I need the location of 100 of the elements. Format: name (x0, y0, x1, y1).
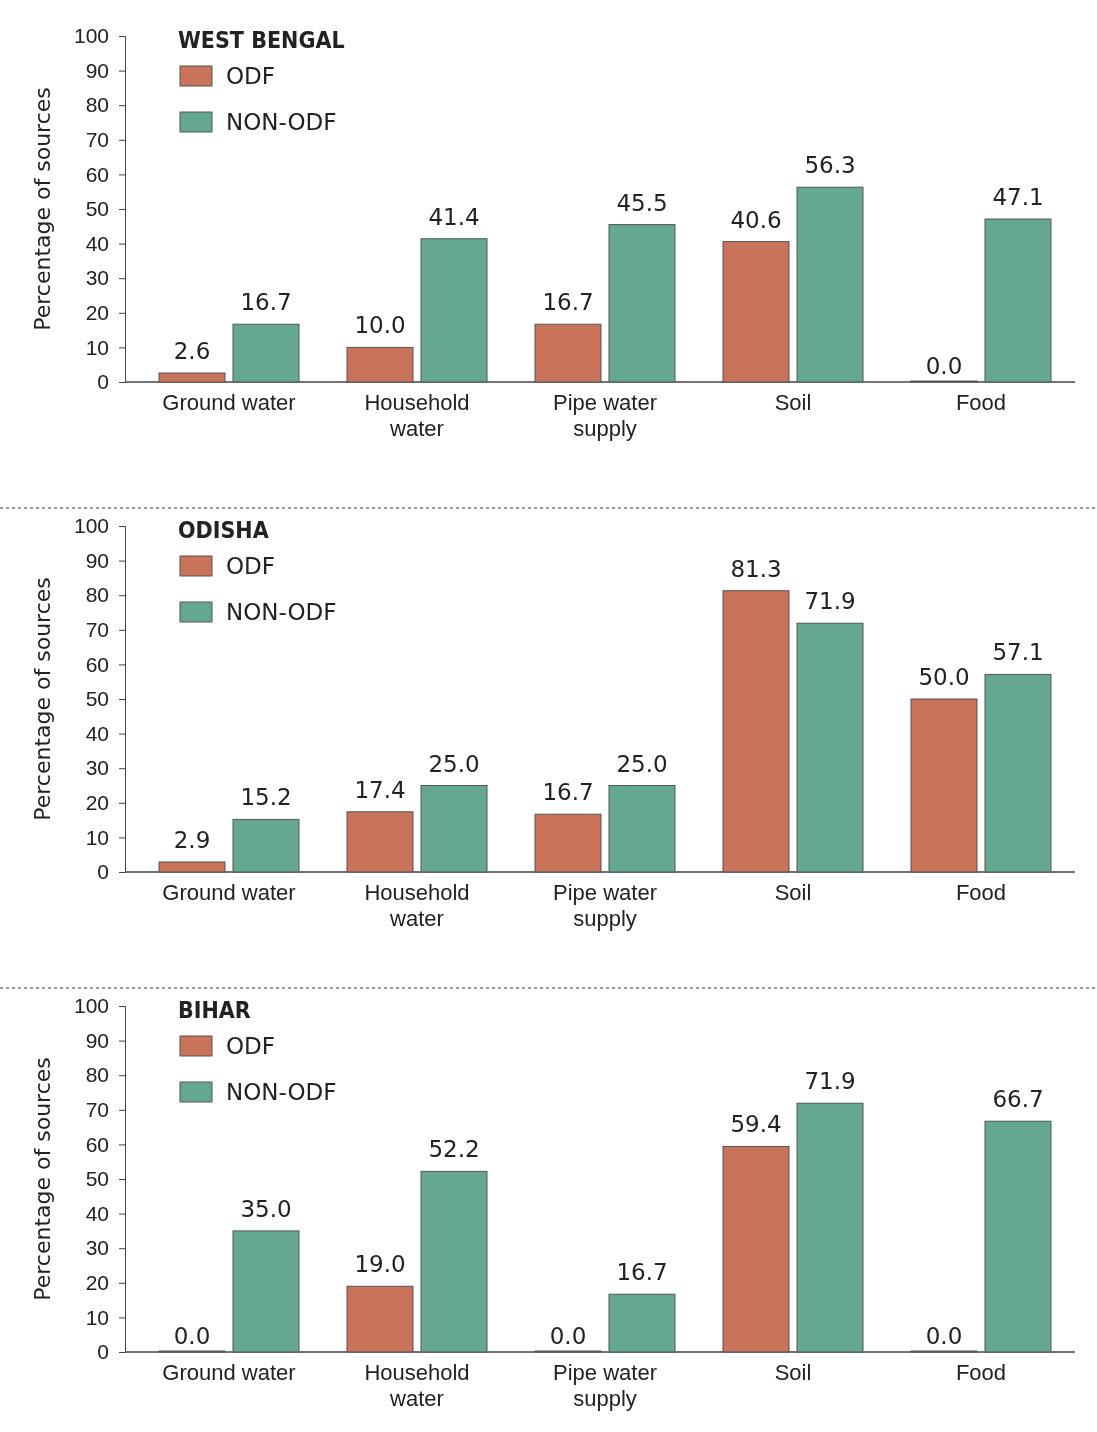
y-tick-label: 80 (85, 93, 109, 117)
x-tick-label: Ground water (162, 879, 296, 905)
bar (534, 323, 602, 383)
y-tick-label: 90 (85, 1028, 109, 1052)
x-tick-label: Ground water (162, 1359, 296, 1385)
data-label: 25.0 (428, 750, 480, 777)
legend-label: ODF (226, 553, 276, 579)
chart-title: BIHAR (178, 997, 251, 1023)
x-tick-label: Ground water (162, 389, 296, 415)
y-axis-title: Percentage of sources (30, 577, 55, 821)
bar (984, 218, 1052, 383)
bar (232, 1230, 300, 1353)
y-tick-label: 60 (85, 1132, 109, 1156)
y-tick-label: 30 (85, 756, 109, 780)
data-label: 19.0 (354, 1251, 406, 1278)
y-tick-label: 60 (85, 162, 109, 186)
data-label: 40.6 (730, 206, 782, 233)
bar (722, 1145, 790, 1353)
bar (984, 1120, 1052, 1353)
data-label: 71.9 (804, 588, 856, 615)
data-label: 71.9 (804, 1068, 856, 1095)
data-label: 50.0 (918, 664, 970, 690)
y-tick-label: 30 (85, 266, 109, 290)
data-label: 16.7 (542, 289, 594, 316)
bar (158, 861, 226, 873)
x-tick-label: Food (955, 1359, 1007, 1385)
data-label: 41.4 (428, 203, 480, 230)
bar (608, 785, 676, 873)
chart-title: WEST BENGAL (178, 27, 345, 53)
y-tick-label: 80 (85, 1063, 109, 1087)
x-tick-label: Soil (774, 1359, 812, 1385)
y-tick-label: 90 (85, 58, 109, 82)
data-label: 45.5 (616, 189, 668, 216)
y-tick-label: 40 (85, 721, 109, 745)
bar (420, 1170, 488, 1353)
data-label: 2.9 (173, 826, 211, 853)
y-tick-label: 100 (73, 24, 109, 48)
y-tick-label: 70 (85, 128, 109, 152)
y-axis-title: Percentage of sources (30, 87, 55, 331)
y-tick-label: 50 (85, 687, 109, 711)
y-tick-label: 10 (85, 1305, 109, 1329)
x-tick-label: Food (955, 389, 1007, 415)
bar (608, 1293, 676, 1353)
bar (232, 323, 300, 383)
data-label: 0.0 (925, 353, 963, 379)
y-tick-label: 40 (85, 231, 109, 255)
y-tick-label: 100 (73, 514, 109, 538)
y-tick-label: 10 (85, 335, 109, 359)
x-tick-label: Pipe water supply (553, 389, 657, 442)
bar (420, 785, 488, 873)
bar (346, 811, 414, 873)
bar (346, 346, 414, 383)
y-tick-label: 50 (85, 1167, 109, 1191)
bar (910, 698, 978, 873)
legend-label: ODF (226, 63, 276, 89)
data-label: 0.0 (549, 1323, 587, 1349)
y-axis-title: Percentage of sources (30, 1057, 55, 1301)
bar (722, 590, 790, 873)
y-tick-label: 0 (97, 370, 109, 394)
x-tick-label: Household water (364, 389, 470, 442)
legend-label: NON-ODF (226, 109, 337, 135)
bar (420, 238, 488, 383)
data-label: 15.2 (240, 784, 292, 811)
data-label: 57.1 (992, 639, 1044, 666)
data-label: 66.7 (992, 1086, 1044, 1113)
y-tick-label: 100 (73, 994, 109, 1018)
bar (796, 1102, 864, 1353)
data-label: 16.7 (616, 1259, 668, 1286)
data-label: 0.0 (173, 1323, 211, 1349)
y-tick-label: 20 (85, 791, 109, 815)
y-tick-label: 30 (85, 1236, 109, 1260)
data-label: 16.7 (542, 779, 594, 806)
y-tick-label: 60 (85, 652, 109, 676)
bar (534, 813, 602, 873)
y-tick-label: 20 (85, 301, 109, 325)
y-tick-label: 20 (85, 1271, 109, 1295)
data-label: 35.0 (240, 1195, 292, 1222)
y-tick-label: 90 (85, 548, 109, 572)
bar (158, 372, 226, 383)
bar (346, 1285, 414, 1353)
data-label: 47.1 (992, 184, 1044, 211)
data-label: 81.3 (730, 555, 782, 582)
x-tick-label: Pipe water supply (553, 1359, 657, 1412)
y-tick-label: 50 (85, 197, 109, 221)
y-tick-label: 40 (85, 1201, 109, 1225)
bar (984, 673, 1052, 873)
x-tick-label: Food (955, 879, 1007, 905)
y-tick-label: 70 (85, 618, 109, 642)
data-label: 0.0 (925, 1323, 963, 1349)
x-tick-label: Soil (774, 879, 812, 905)
data-label: 16.7 (240, 289, 292, 316)
y-tick-label: 10 (85, 825, 109, 849)
x-tick-label: Household water (364, 879, 470, 932)
x-tick-label: Pipe water supply (553, 879, 657, 932)
y-tick-label: 70 (85, 1098, 109, 1122)
bar (608, 224, 676, 383)
chart-title: ODISHA (178, 517, 269, 543)
x-tick-label: Soil (774, 389, 812, 415)
y-tick-label: 0 (97, 1340, 109, 1364)
bar (232, 818, 300, 873)
